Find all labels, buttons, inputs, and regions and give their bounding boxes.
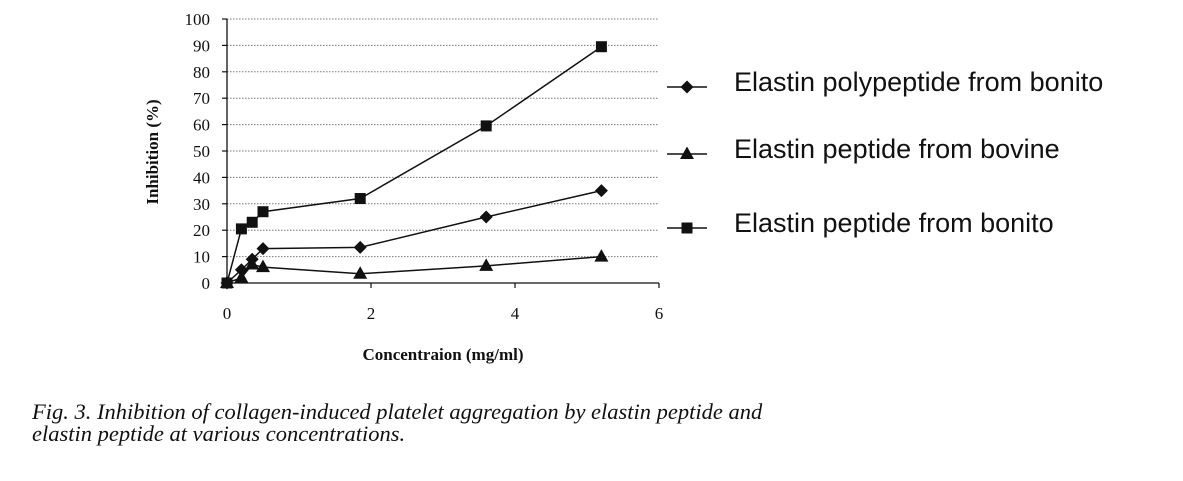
y-tick-label: 60 <box>193 116 210 135</box>
y-tick-label: 80 <box>193 63 210 82</box>
y-axis-label: Inhibition (%) <box>143 99 162 204</box>
data-point-diamond <box>594 184 608 198</box>
data-point-square <box>246 216 258 228</box>
data-point-square <box>257 206 269 218</box>
figure-caption: Fig. 3. Inhibition of collagen-induced p… <box>32 399 952 446</box>
legend-marker-triangle <box>680 146 694 159</box>
legend-item-diamond: Elastin polypeptide from bonito <box>667 67 1103 97</box>
y-tick-label: 10 <box>193 248 210 267</box>
data-point-triangle <box>245 257 260 270</box>
grid-lines <box>227 18 659 258</box>
y-tick-label: 30 <box>193 195 210 214</box>
data-point-square <box>354 193 366 205</box>
series-square <box>221 41 607 289</box>
legend-marker-diamond <box>680 80 694 94</box>
data-series <box>220 41 609 290</box>
y-tick-labels: 0 10 20 30 40 50 60 70 80 90 100 <box>185 10 211 293</box>
data-point-diamond <box>256 242 270 256</box>
data-point-square <box>480 120 492 132</box>
x-tick-labels: 0 2 4 6 <box>223 304 664 323</box>
legend-label-triangle: Elastin peptide from bovine <box>734 134 1060 164</box>
legend-label-diamond: Elastin polypeptide from bonito <box>734 67 1103 97</box>
x-tick-label: 6 <box>655 304 664 323</box>
legend-label-square: Elastin peptide from bonito <box>734 208 1054 238</box>
caption-line-2: elastin peptide at various concentration… <box>32 421 406 446</box>
data-point-diamond <box>479 210 493 224</box>
data-point-triangle <box>256 259 270 273</box>
legend-marker-square <box>681 222 693 234</box>
data-point-triangle <box>594 249 609 262</box>
x-tick-label: 2 <box>367 304 376 323</box>
y-tick-label: 90 <box>193 36 210 55</box>
y-tick-label: 40 <box>193 168 210 187</box>
y-tick-label: 20 <box>193 221 210 240</box>
data-point-triangle <box>353 266 368 279</box>
x-axis-label: Concentraion (mg/ml) <box>362 345 523 364</box>
axes <box>222 18 660 288</box>
y-tick-label: 0 <box>202 274 211 293</box>
x-tick-label: 4 <box>511 304 520 323</box>
caption-line-1: Fig. 3. Inhibition of collagen-induced p… <box>32 399 763 424</box>
x-tick-label: 0 <box>223 304 232 323</box>
series-diamond <box>220 184 608 290</box>
y-tick-label: 50 <box>193 142 210 161</box>
y-tick-label: 100 <box>185 10 211 29</box>
legend-item-triangle: Elastin peptide from bovine <box>667 134 1060 164</box>
series-triangle <box>220 249 609 288</box>
data-point-diamond <box>353 240 367 254</box>
data-point-square <box>221 277 233 289</box>
legend-item-square: Elastin peptide from bonito <box>667 208 1054 238</box>
series-line-triangle <box>226 255 602 284</box>
series-line-square <box>226 46 602 284</box>
data-point-triangle <box>479 258 494 271</box>
legend: Elastin polypeptide from bonito Elastin p… <box>667 67 1103 238</box>
data-point-triangle <box>234 270 249 283</box>
y-tick-label: 70 <box>193 89 210 108</box>
data-point-square <box>595 41 607 53</box>
data-point-square <box>235 223 247 235</box>
